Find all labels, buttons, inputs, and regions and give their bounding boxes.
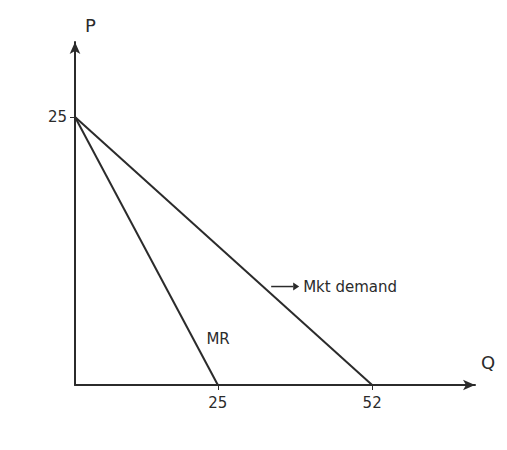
svg-text:25: 25 (48, 108, 67, 126)
svg-text:25: 25 (208, 394, 227, 412)
svg-text:Q: Q (481, 352, 495, 373)
svg-text:52: 52 (363, 394, 382, 412)
svg-text:MR: MR (206, 330, 229, 348)
svg-text:P: P (85, 15, 96, 36)
svg-text:Mkt demand: Mkt demand (303, 278, 397, 296)
